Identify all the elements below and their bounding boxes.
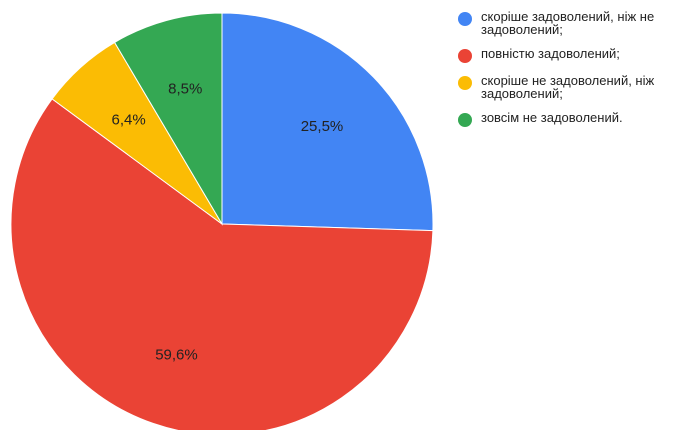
legend-item-3: зовсім не задоволений. — [458, 111, 688, 127]
legend-swatch-icon — [458, 12, 472, 26]
legend-item-2: скоріше не задоволений, ніж задоволений; — [458, 74, 688, 100]
pie-slice-1 — [10, 98, 434, 430]
pie-slice-0 — [221, 12, 434, 232]
legend-swatch-icon — [458, 76, 472, 90]
pie-slice-3 — [113, 12, 223, 226]
slice-value-label-3: 8,5% — [168, 81, 202, 98]
legend-swatch-icon — [458, 113, 472, 127]
pie-chart: 25,5% 59,6% 6,4% 8,5% — [10, 12, 434, 430]
legend-label: повністю задоволений; — [481, 46, 620, 61]
legend-label: скоріше не задоволений, ніж задоволений; — [481, 73, 655, 101]
slice-value-label-1: 59,6% — [155, 347, 198, 364]
legend-item-1: повністю задоволений; — [458, 47, 688, 63]
legend-item-0: скоріше задоволений, ніж не задоволений; — [458, 10, 688, 36]
chart-legend: скоріше задоволений, ніж не задоволений;… — [458, 10, 688, 138]
legend-label: зовсім не задоволений. — [481, 110, 623, 125]
legend-label: скоріше задоволений, ніж не задоволений; — [481, 9, 655, 37]
slice-value-label-2: 6,4% — [111, 112, 145, 129]
legend-swatch-icon — [458, 49, 472, 63]
slice-value-label-0: 25,5% — [301, 118, 344, 135]
